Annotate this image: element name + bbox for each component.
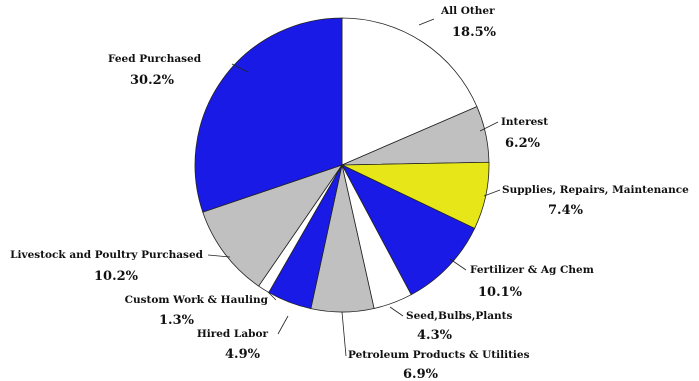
leader-line-petroleum-products-utilities	[341, 311, 347, 357]
pie-slice-livestock-and-poultry-purchased	[202, 164, 344, 287]
slice-value-livestock-and-poultry-purchased: 10.2%	[94, 269, 139, 284]
leader-line-all-other	[418, 18, 435, 26]
slice-label-all-other: All Other	[440, 5, 495, 17]
slice-value-custom-work-hauling: 1.3%	[159, 313, 195, 328]
leader-line-livestock-and-poultry-purchased	[207, 254, 231, 258]
slice-value-supplies-repairs-maintenance: 7.4%	[548, 203, 584, 218]
slice-label-custom-work-hauling: Custom Work & Hauling	[125, 294, 269, 306]
leader-line-feed-purchased	[231, 63, 249, 73]
slice-value-fertilizer-ag-chem: 10.1%	[478, 285, 523, 300]
slice-value-seed-bulbs-plants: 4.3%	[417, 328, 453, 343]
pie-slice-feed-purchased	[194, 17, 343, 213]
slice-value-petroleum-products-utilities: 6.9%	[403, 367, 439, 381]
slice-label-interest: Interest	[501, 116, 548, 128]
slice-label-supplies-repairs-maintenance: Supplies, Repairs, Maintenance	[502, 184, 689, 196]
slice-label-petroleum-products-utilities: Petroleum Products & Utilities	[348, 349, 530, 361]
leader-line-hired-labor	[277, 315, 289, 335]
leader-line-supplies-repairs-maintenance	[483, 189, 501, 197]
slice-label-livestock-and-poultry-purchased: Livestock and Poultry Purchased	[10, 249, 204, 261]
pie-slice-fertilizer-ag-chem	[341, 164, 476, 296]
slice-value-interest: 6.2%	[505, 136, 541, 151]
slice-value-feed-purchased: 30.2%	[130, 73, 175, 88]
leader-line-seed-bulbs-plants	[389, 306, 404, 317]
leader-line-custom-work-hauling	[267, 291, 277, 301]
slice-labels: All Other 18.5% Interest 6.2% Supplies, Repa…	[10, 5, 689, 381]
slice-value-all-other: 18.5%	[452, 25, 497, 40]
leader-lines	[207, 18, 501, 357]
pie-slices	[194, 17, 490, 313]
slice-label-feed-purchased: Feed Purchased	[108, 53, 202, 65]
slice-label-hired-labor: Hired Labor	[197, 328, 269, 340]
slice-value-hired-labor: 4.9%	[225, 347, 261, 362]
slice-label-seed-bulbs-plants: Seed,Bulbs,Plants	[406, 310, 513, 322]
pie-slice-all-other	[341, 17, 478, 166]
leader-line-fertilizer-ag-chem	[449, 258, 467, 271]
leader-line-interest	[479, 121, 499, 132]
slice-label-fertilizer-ag-chem: Fertilizer & Ag Chem	[470, 264, 594, 276]
